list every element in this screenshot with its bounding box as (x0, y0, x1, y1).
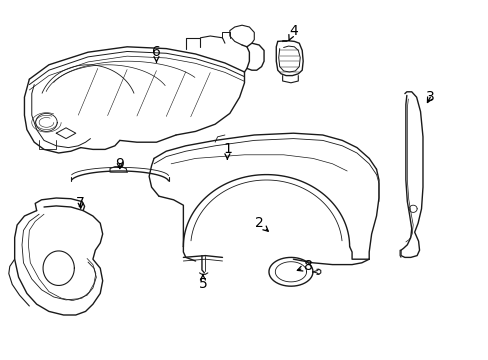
Text: 7: 7 (76, 197, 85, 210)
Text: 6: 6 (152, 45, 161, 62)
Text: 8: 8 (297, 260, 312, 273)
Text: 5: 5 (198, 274, 207, 291)
Text: 2: 2 (254, 216, 268, 231)
Text: 1: 1 (223, 143, 231, 159)
Text: 3: 3 (425, 90, 434, 104)
Text: 9: 9 (115, 157, 124, 171)
Text: 4: 4 (288, 24, 297, 41)
